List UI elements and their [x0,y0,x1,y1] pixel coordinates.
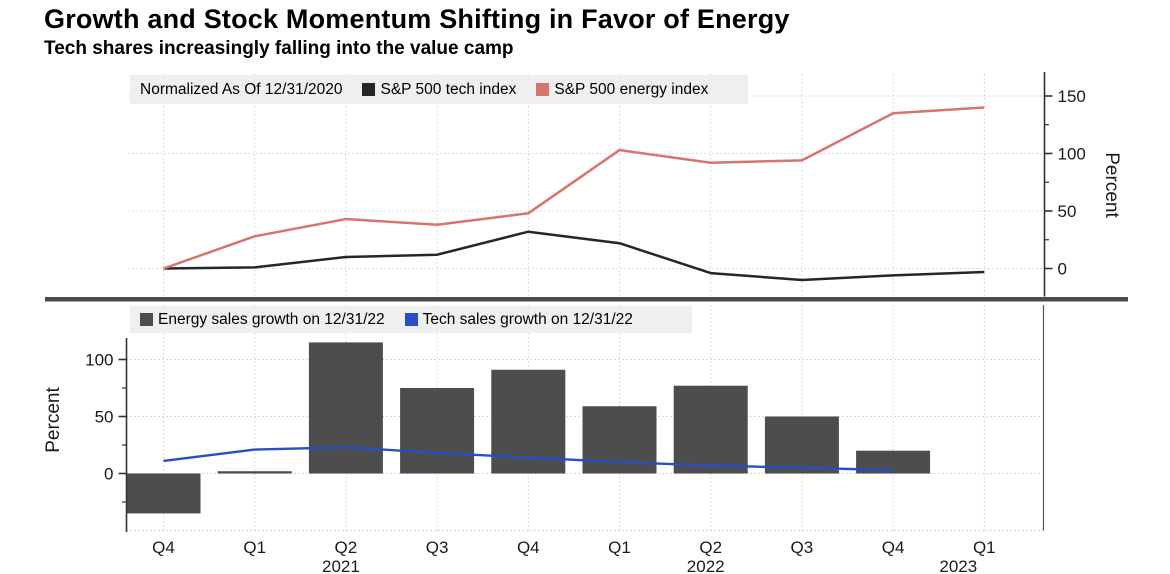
y-axis-title-left: Percent [43,387,64,453]
y-axis-tick-label: 100 [1058,145,1086,164]
legend-item-tech-sales: Tech sales growth on 12/31/22 [404,310,633,329]
y-axis-tick-label: 150 [1058,87,1086,106]
tech-sales-swatch-icon [404,313,418,326]
panel-separator [45,297,1128,302]
y-axis-tick-label: 50 [95,408,114,427]
y-axis-tick-label: 50 [1058,202,1077,221]
energy-index-swatch-icon [536,83,550,96]
x-axis-year-label: 2023 [939,557,977,574]
chart-subtitle: Tech shares increasingly falling into th… [44,38,514,59]
bottom-panel-legend: Energy sales growth on 12/31/22 Tech sal… [130,306,692,333]
energy-sales-bar [400,388,475,474]
x-axis-tick-label: Q1 [973,538,996,557]
energy-sales-swatch-icon [140,313,153,326]
energy-sales-bar [217,471,292,474]
energy-sales-bar [126,473,201,514]
tech-index-line [163,230,985,282]
top-panel-legend: Normalized As Of 12/31/2020 S&P 500 tech… [130,75,748,104]
x-axis-tick-label: Q4 [152,538,175,557]
legend-item-energy-index: S&P 500 energy index [536,81,708,99]
x-axis-tick-label: Q1 [243,538,266,557]
x-axis-tick-label: Q3 [426,538,449,557]
legend-item-energy-sales: Energy sales growth on 12/31/22 [140,311,385,329]
legend-label-tech-sales: Tech sales growth on 12/31/22 [422,310,633,328]
x-axis-tick-label: Q2 [699,538,722,557]
y-axis-tick-label: 0 [104,465,113,484]
energy-sales-bar [308,342,383,474]
x-axis-tick-label: Q2 [335,538,358,557]
legend-label-energy-index: S&P 500 energy index [554,80,709,98]
tech-sales-line [163,446,894,472]
chart-title: Growth and Stock Momentum Shifting in Fa… [44,4,790,34]
energy-index-line [163,106,985,270]
legend-item-tech-index: S&P 500 tech index [362,81,516,99]
legend-label-energy-sales: Energy sales growth on 12/31/22 [158,310,385,328]
x-axis-tick-label: Q4 [882,538,905,557]
x-axis-year-label: 2021 [322,557,360,574]
y-axis-tick-label: 0 [1058,260,1067,279]
energy-sales-bar [856,450,931,474]
x-axis-tick-label: Q4 [517,538,540,557]
y-axis-tick-label: 100 [85,351,113,370]
energy-sales-bar [673,385,748,474]
energy-sales-bar [764,416,839,474]
x-axis-year-label: 2022 [687,557,725,574]
x-axis-tick-label: Q3 [791,538,814,557]
legend-label-tech-index: S&P 500 tech index [380,80,517,98]
x-axis-tick-label: Q1 [608,538,631,557]
y-axis-title-right: Percent [1101,152,1122,218]
legend-note: Normalized As Of 12/31/2020 [140,80,343,98]
tech-index-swatch-icon [362,83,376,96]
